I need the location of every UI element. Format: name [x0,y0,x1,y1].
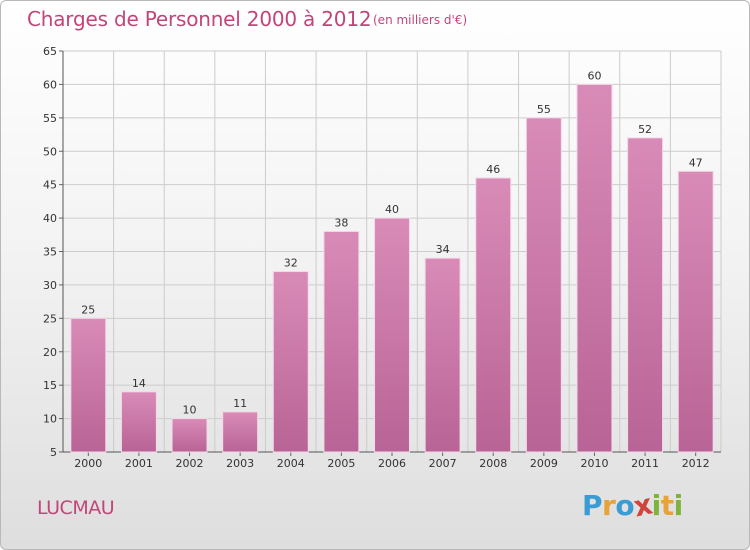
x-tick-label: 2008 [479,457,507,470]
logo-letter: i [673,489,684,522]
bar [525,117,562,453]
y-tick-label: 25 [43,312,57,325]
logo-letter: t [660,489,674,522]
bar-value-label: 52 [638,123,652,136]
x-tick-label: 2009 [530,457,558,470]
logo-letter: P [582,489,603,522]
bar-value-label: 40 [385,203,399,216]
bar-value-label: 47 [689,156,703,169]
logo-letter: i [651,489,662,522]
x-tick-label: 2001 [125,457,153,470]
bars [70,83,714,453]
commune-name: LUCMAU [37,497,115,519]
y-tick-label: 60 [43,78,57,91]
x-tick-label: 2010 [580,457,608,470]
x-tick-label: 2011 [631,457,659,470]
x-tick-label: 2003 [226,457,254,470]
bar [374,217,410,453]
y-tick-label: 50 [43,145,57,158]
x-tick-label: 2004 [277,457,305,470]
bar [424,257,461,453]
chart-subtitle: (en milliers d'€) [373,13,468,27]
bar-value-label: 55 [537,103,551,116]
y-tick-label: 15 [43,379,57,392]
x-tick-label: 2005 [327,457,355,470]
bar-value-label: 34 [436,243,450,256]
bar [272,271,309,453]
y-tick-label: 40 [43,212,57,225]
y-tick-label: 55 [43,112,57,125]
bar-value-label: 60 [587,69,601,82]
bar-value-label: 11 [233,397,247,410]
logo-letter: r [602,489,616,522]
y-tick-label: 65 [43,45,57,58]
bar-value-label: 14 [132,377,146,390]
bar [627,137,664,453]
bar [120,391,157,453]
bar-value-label: 38 [334,216,348,229]
x-tick-label: 2012 [682,457,710,470]
bar-value-label: 46 [486,163,500,176]
bar [171,418,208,453]
bar [475,177,512,453]
bar [576,83,613,453]
y-tick-label: 30 [43,279,57,292]
bar [677,170,714,453]
bar [222,411,259,453]
bar-value-label: 25 [81,303,95,316]
y-tick-label: 10 [43,413,57,426]
bar [323,230,360,453]
y-tick-label: 20 [43,346,57,359]
x-tick-label: 2000 [74,457,102,470]
x-tick-label: 2007 [429,457,457,470]
y-tick-label: 35 [43,246,57,259]
proxiti-logo[interactable]: Proxiti [582,488,684,524]
y-tick-label: 45 [43,179,57,192]
labels: 5 10 15 20 25 30 35 40 45 50 55 60 65 25 2000 14 2001 10 2… [43,45,710,470]
y-tick-label: 5 [50,446,57,459]
bar [70,317,107,453]
x-tick-label: 2006 [378,457,406,470]
bar-value-label: 32 [284,257,298,270]
bar-value-label: 10 [183,404,197,417]
x-tick-label: 2002 [176,457,204,470]
chart-title: Charges de Personnel 2000 à 2012 [27,7,372,31]
logo-letter: o [615,489,635,522]
